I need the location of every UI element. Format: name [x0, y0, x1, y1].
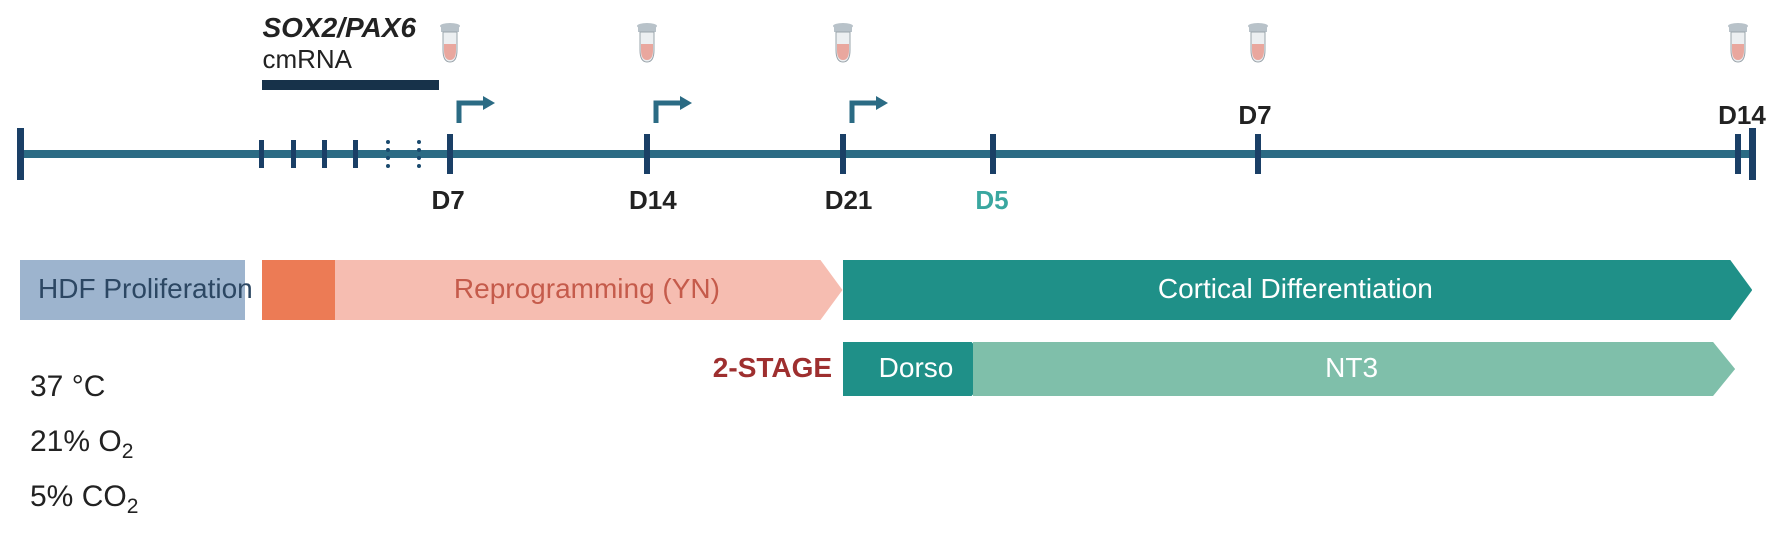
day-label-0: D7 — [432, 185, 465, 216]
day-tick-2 — [840, 134, 846, 174]
transfection-tick-3 — [353, 140, 358, 168]
passage-arrow-icon — [652, 95, 692, 125]
sample-tube-icon — [1726, 22, 1750, 64]
timeline-end-tick-1 — [1749, 128, 1756, 180]
condition-0: 37 °C — [30, 370, 105, 404]
cmrna-title: SOX2/PAX6 — [262, 12, 416, 44]
day-label-1: D14 — [629, 185, 677, 216]
cmrna-bar — [262, 80, 439, 90]
transfection-tick-2 — [322, 140, 327, 168]
day-tick-5 — [1735, 134, 1741, 174]
phase-row-main: HDF Proliferation Reprogramming (YN) Cor… — [20, 260, 1752, 320]
phase-label: Cortical Differentiation — [861, 273, 1730, 305]
two-stage-label: 2-STAGE — [713, 352, 832, 384]
cmrna-sub: cmRNA — [262, 44, 352, 75]
phase-label: NT3 — [991, 352, 1713, 384]
sample-tube-icon — [635, 22, 659, 64]
sample-tube-icon — [1246, 22, 1270, 64]
transfection-tick-1 — [291, 140, 296, 168]
day-tick-4 — [1255, 134, 1261, 174]
day-label-2: D21 — [825, 185, 873, 216]
day-label-3: D5 — [975, 185, 1008, 216]
sample-tube-icon — [831, 22, 855, 64]
passage-arrow-icon — [455, 95, 495, 125]
day-tick-3 — [990, 134, 996, 174]
timeline — [20, 150, 1752, 158]
day-label-4: D7 — [1238, 100, 1271, 131]
phase-label: HDF Proliferation — [38, 273, 223, 305]
timeline-end-tick-0 — [17, 128, 24, 180]
day-label-5: D14 — [1718, 100, 1766, 131]
sample-tube-icon — [438, 22, 462, 64]
transfection-dotted-tick-0 — [386, 140, 390, 168]
condition-1: 21% O2 — [30, 425, 133, 464]
condition-2: 5% CO2 — [30, 480, 138, 519]
transfection-tick-0 — [259, 140, 264, 168]
passage-arrow-icon — [848, 95, 888, 125]
timeline-bar — [20, 150, 1752, 158]
phase-row-substage: Dorso NT3 — [20, 342, 1752, 396]
phase-label: Dorso — [861, 352, 972, 384]
phase-label: Reprogramming (YN) — [353, 273, 820, 305]
day-tick-0 — [447, 134, 453, 174]
transfection-dotted-tick-1 — [417, 140, 421, 168]
day-tick-1 — [644, 134, 650, 174]
